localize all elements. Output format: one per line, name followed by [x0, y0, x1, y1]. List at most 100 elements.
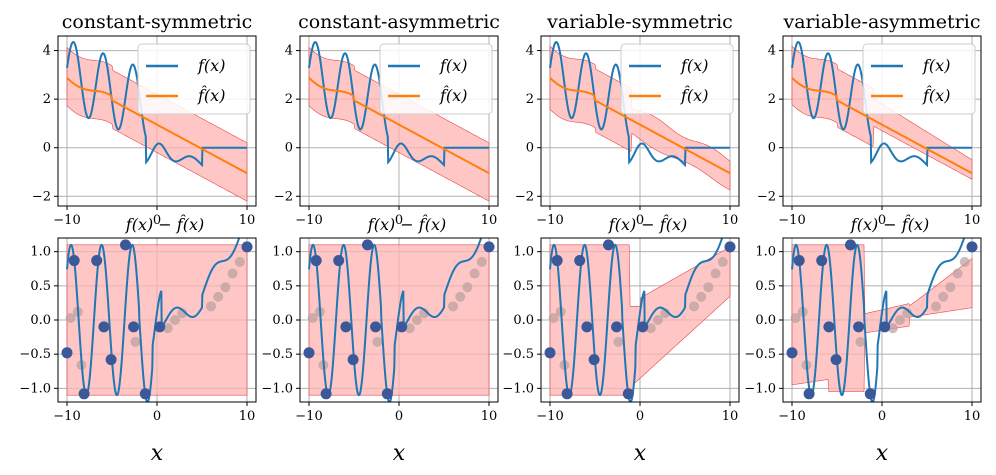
x-tick-label: −10 — [295, 409, 322, 424]
y-tick-label: 2 — [285, 92, 293, 107]
residual-point — [396, 321, 408, 333]
top-panel-1: −10 0 10 −2 0 2 4 constant-symmetric f(x) f̂(x) — [32, 11, 257, 228]
residual-point — [303, 347, 315, 359]
legend-label: f̂(x) — [197, 86, 225, 105]
faded-point — [213, 291, 224, 302]
residual-point — [551, 255, 563, 267]
x-tick-label: −10 — [536, 213, 563, 228]
residual-point — [381, 388, 393, 400]
legend-label: f(x) — [439, 56, 467, 75]
faded-point — [703, 282, 714, 293]
x-tick-label: 10 — [722, 409, 739, 424]
faded-point — [227, 268, 238, 279]
legend: f(x) f̂(x) — [379, 43, 493, 115]
faded-point — [404, 323, 415, 334]
band-group — [544, 238, 736, 402]
y-tick-label: 0 — [285, 141, 293, 156]
x-tick-label: −10 — [295, 213, 322, 228]
residual-point — [864, 388, 876, 400]
legend: f(x) f̂(x) — [137, 43, 251, 115]
x-tick-label: −10 — [778, 213, 805, 228]
y-tick-label: −1.0 — [261, 381, 293, 396]
x-tick-label: 0 — [878, 213, 886, 228]
faded-point — [234, 256, 245, 267]
faded-point — [448, 301, 458, 312]
legend-label: f(x) — [197, 56, 225, 75]
panel-title: constant-asymmetric — [298, 11, 500, 33]
legend-box — [862, 43, 976, 115]
y-tick-label: 0.5 — [755, 279, 776, 294]
faded-point — [945, 282, 956, 293]
residual-point — [61, 347, 73, 359]
residual-point — [340, 321, 352, 333]
f-line — [308, 40, 489, 168]
x-tick-label: 0 — [395, 409, 403, 424]
bottom-panel-1: −10 0 10 −1.0 −0.5 0.0 0.5 1.0 f(x) − f̂(x) x — [19, 215, 257, 466]
residual-point — [483, 241, 495, 253]
residual-point — [561, 388, 573, 400]
residual-point — [786, 347, 798, 359]
y-tick-label: 4 — [526, 44, 534, 59]
faded-point — [419, 308, 430, 319]
faded-point — [717, 256, 728, 267]
faded-point — [895, 315, 905, 325]
residual-line — [66, 238, 241, 402]
faded-point — [790, 312, 801, 323]
y-tick-label: 1.0 — [755, 245, 776, 260]
faded-point — [170, 315, 180, 325]
x-tick-label: −10 — [778, 409, 805, 424]
panel-title: f(x) − f̂(x) — [367, 215, 446, 234]
y-tick-label: −2 — [32, 189, 51, 204]
residual-point — [362, 239, 373, 251]
residual-point — [139, 388, 151, 400]
y-tick-label: 0.0 — [513, 313, 534, 328]
residual-point — [320, 388, 332, 400]
residual-point — [724, 241, 736, 253]
x-tick-label: 10 — [239, 409, 256, 424]
x-tick-label: −10 — [53, 213, 80, 228]
y-tick-label: 1.0 — [272, 245, 293, 260]
y-tick-label: 0.0 — [272, 313, 293, 328]
faded-point — [689, 301, 699, 312]
faded-point — [177, 308, 188, 319]
y-tick-label: −1.0 — [502, 381, 534, 396]
faded-point — [455, 291, 466, 302]
faded-point — [696, 291, 707, 302]
residual-point — [241, 241, 253, 253]
fhat-line — [66, 77, 248, 175]
x-tick-label: 0 — [878, 409, 886, 424]
x-tick-label: −10 — [536, 409, 563, 424]
panel-title: variable-symmetric — [546, 11, 733, 33]
band-group — [308, 40, 490, 202]
axes-frame — [540, 35, 740, 207]
faded-point — [462, 282, 473, 293]
faded-point — [645, 323, 656, 334]
y-tick-label: 4 — [43, 44, 51, 59]
faded-point — [220, 282, 231, 293]
faded-point — [710, 268, 721, 279]
faded-point — [952, 268, 963, 279]
residual-point — [154, 321, 166, 333]
residual-point — [98, 321, 110, 333]
y-tick-label: −0.5 — [502, 347, 534, 362]
y-tick-label: −1.0 — [19, 381, 51, 396]
faded-point — [469, 268, 480, 279]
faded-point — [206, 301, 216, 312]
axes-frame — [57, 237, 257, 403]
fhat-line — [549, 77, 731, 175]
faded-point — [476, 256, 487, 267]
residual-point — [128, 321, 140, 333]
axes-frame — [782, 237, 982, 403]
y-tick-label: 2 — [526, 92, 534, 107]
residual-point — [347, 354, 359, 366]
legend-label: f(x) — [922, 56, 950, 75]
panel-title: f(x) − f̂(x) — [608, 215, 687, 234]
residual-point — [310, 255, 322, 267]
legend-label: f̂(x) — [439, 86, 467, 105]
faded-point — [162, 323, 173, 334]
y-tick-label: 0.0 — [755, 313, 776, 328]
faded-point — [548, 312, 559, 323]
residual-point — [581, 321, 593, 333]
faded-point — [613, 336, 624, 347]
